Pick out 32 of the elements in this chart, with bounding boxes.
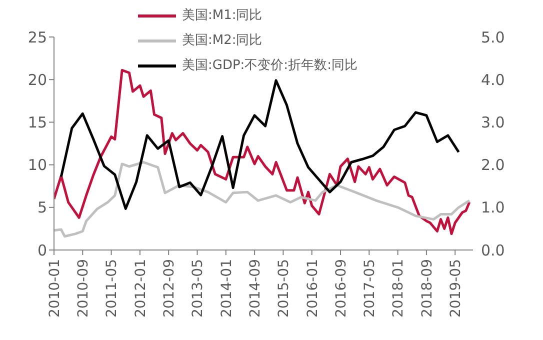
- y2-tick-label: 0.0: [481, 241, 505, 260]
- x-tick-label: 2010-01: [46, 259, 63, 318]
- y-tick-label: 10: [28, 156, 47, 174]
- x-tick-label: 2018-01: [390, 259, 407, 318]
- legend-label: 美国:M1:同比: [182, 7, 262, 25]
- y-tick-label: 15: [28, 114, 47, 132]
- x-tick-label: 2010-09: [76, 259, 92, 318]
- y2-tick-label: 4.0: [481, 70, 505, 89]
- line-series: [60, 79, 460, 210]
- x-tick-label: 2014-01: [218, 259, 235, 318]
- x-tick-label: 2012-01: [132, 259, 149, 318]
- x-tick-label: 2016-01: [304, 259, 321, 318]
- y-tick-label: 0: [37, 241, 47, 260]
- y-tick-label: 25: [28, 28, 47, 46]
- x-tick-label: 2016-09: [333, 259, 350, 318]
- y2-tick-label: 2.0: [481, 156, 505, 174]
- x-tick-label: 2015-05: [276, 259, 292, 318]
- legend-label: 美国:GDP:不变价:折年数:同比: [182, 57, 358, 75]
- y2-tick-label: 1.0: [481, 198, 505, 217]
- x-tick-label: 2011-05: [104, 259, 120, 318]
- line-series: [54, 160, 471, 238]
- y2-tick-label: 3.0: [481, 114, 505, 132]
- x-tick-label: 2017-05: [362, 259, 378, 318]
- y-tick-label: 5: [37, 198, 47, 217]
- x-tick-label: 2014-09: [247, 259, 264, 318]
- x-tick-label: 2018-09: [419, 259, 436, 318]
- x-tick-label: 2013-05: [190, 259, 206, 318]
- y-tick-label: 20: [28, 70, 47, 89]
- x-tick-label: 2012-09: [162, 259, 178, 318]
- y2-tick-label: 5.0: [481, 28, 505, 46]
- legend-label: 美国:M2:同比: [182, 32, 262, 50]
- x-tick-label: 2019-05: [448, 259, 464, 318]
